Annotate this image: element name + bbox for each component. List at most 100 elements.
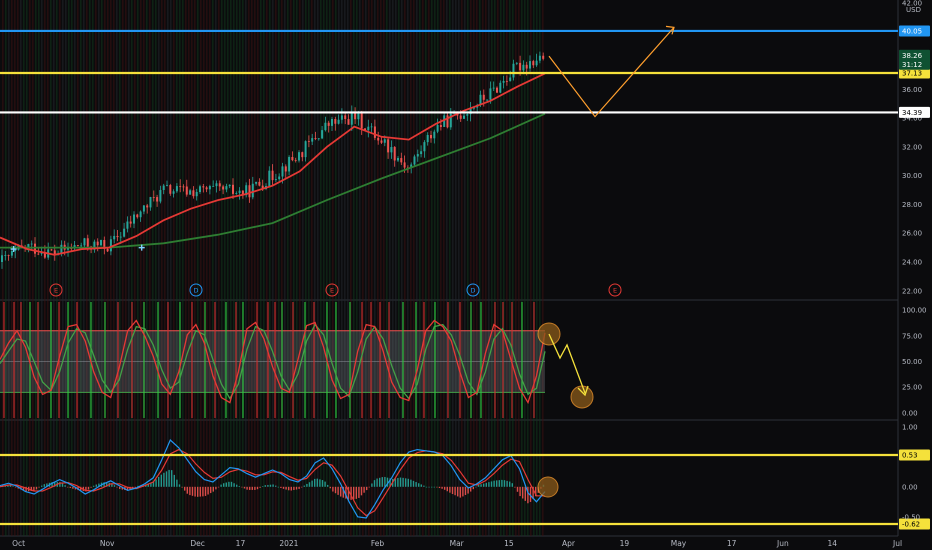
candle-body <box>354 112 357 120</box>
candle-body <box>149 197 152 208</box>
macd-histogram-bar <box>251 486 253 490</box>
candle-body <box>255 181 258 184</box>
volume-bar <box>119 0 121 536</box>
macd-histogram-bar <box>212 486 214 492</box>
candle-body <box>166 185 168 186</box>
macd-histogram-bar <box>371 483 373 487</box>
volume-bar <box>296 0 298 536</box>
macd-histogram-bar <box>116 486 118 488</box>
volume-bar <box>113 0 115 536</box>
candle-body <box>538 55 541 61</box>
time-tick-label: 17 <box>236 539 246 548</box>
candle-body <box>532 61 535 66</box>
macd-histogram-bar <box>30 486 32 492</box>
volume-bar <box>491 0 493 536</box>
candle-body <box>301 152 304 158</box>
macd-histogram-bar <box>285 486 287 490</box>
volume-bar <box>266 0 268 536</box>
volume-bar <box>107 0 109 536</box>
volume-bar <box>398 0 400 536</box>
volume-bar <box>95 0 97 536</box>
volume-bar <box>167 0 169 536</box>
candle-body <box>139 211 142 218</box>
macd-level-tag-text: 0.53 <box>902 452 918 460</box>
macd-histogram-bar <box>238 486 240 487</box>
volume-bar <box>47 0 49 536</box>
macd-histogram-bar <box>334 486 337 494</box>
price-tick-label: 24.00 <box>902 259 922 267</box>
volume-bar <box>347 0 349 536</box>
volume-bar <box>275 0 277 536</box>
macd-histogram-bar <box>483 483 485 487</box>
volume-bar <box>293 0 295 536</box>
macd-histogram-bar <box>454 486 456 496</box>
volume-bar <box>152 0 154 536</box>
candle-body <box>103 240 106 249</box>
volume-bar <box>185 0 187 536</box>
price-axis[interactable]: 42.00 36.00 34.00 32.00 30.00 28.00 26.00 24.00… <box>899 0 930 530</box>
macd-histogram-bar <box>243 486 246 489</box>
macd-histogram-bar <box>152 481 155 487</box>
macd-histogram-bar <box>269 484 272 487</box>
stochastic-panel[interactable] <box>0 302 594 418</box>
volume-bar <box>416 0 418 536</box>
event-marker-label: D <box>470 287 475 295</box>
volume-bar <box>158 0 160 536</box>
candle-body <box>403 162 406 168</box>
volume-bar <box>287 0 289 536</box>
volume-bar <box>467 0 469 536</box>
volume-bar <box>68 0 70 536</box>
volume-bar <box>473 0 475 536</box>
volume-bar <box>83 0 85 536</box>
time-axis[interactable]: Oct Nov Dec 17 2021 Feb Mar 15 Apr 19 May 17 Jun 14 Ju… <box>12 539 902 548</box>
macd-histogram-bar <box>433 486 435 488</box>
price-tick-label: 28.00 <box>902 201 922 209</box>
macd-panel[interactable] <box>0 438 898 526</box>
macd-histogram-bar <box>106 482 108 487</box>
macd-histogram-bar <box>165 471 168 487</box>
volume-bar <box>269 0 271 536</box>
volume-bar <box>194 0 196 536</box>
macd-histogram-bar <box>311 480 313 487</box>
candle-body <box>126 221 129 229</box>
projection-arrowhead <box>665 25 675 35</box>
volume-bar <box>74 0 76 536</box>
macd-histogram-bar <box>501 479 503 487</box>
macd-histogram-bar <box>288 486 290 491</box>
macd-histogram-bar <box>277 486 279 488</box>
volume-bar <box>503 0 505 536</box>
candle-body <box>129 221 132 224</box>
volume-bar <box>131 0 133 536</box>
event-marker <box>325 283 339 297</box>
volume-bar <box>326 0 328 536</box>
volume-bar <box>8 0 10 536</box>
candle-body <box>519 62 522 71</box>
macd-histogram-bar <box>119 486 121 489</box>
volume-bar <box>533 0 535 536</box>
candle-body <box>261 185 264 189</box>
macd-histogram-bar <box>407 478 409 487</box>
time-tick-label: Nov <box>100 539 115 548</box>
volume-bar <box>302 0 304 536</box>
macd-histogram-bar <box>111 483 113 487</box>
stoch-tick-label: 75.00 <box>902 332 922 340</box>
volume-bar <box>149 0 151 536</box>
volume-bar <box>446 0 448 536</box>
macd-histogram-bar <box>241 486 243 488</box>
volume-bar <box>458 0 460 536</box>
volume-bar <box>479 0 481 536</box>
volume-bar <box>521 0 523 536</box>
candle-body <box>307 141 310 142</box>
time-tick-label: 17 <box>727 539 737 548</box>
macd-histogram-bar <box>85 486 87 492</box>
macd-histogram-bar <box>262 486 264 487</box>
candle-body <box>215 183 218 187</box>
time-tick-label: 14 <box>828 539 838 548</box>
volume-bar <box>179 0 181 536</box>
macd-histogram-bar <box>220 484 222 487</box>
volume-bar <box>542 0 544 536</box>
macd-histogram-bar <box>134 486 136 488</box>
